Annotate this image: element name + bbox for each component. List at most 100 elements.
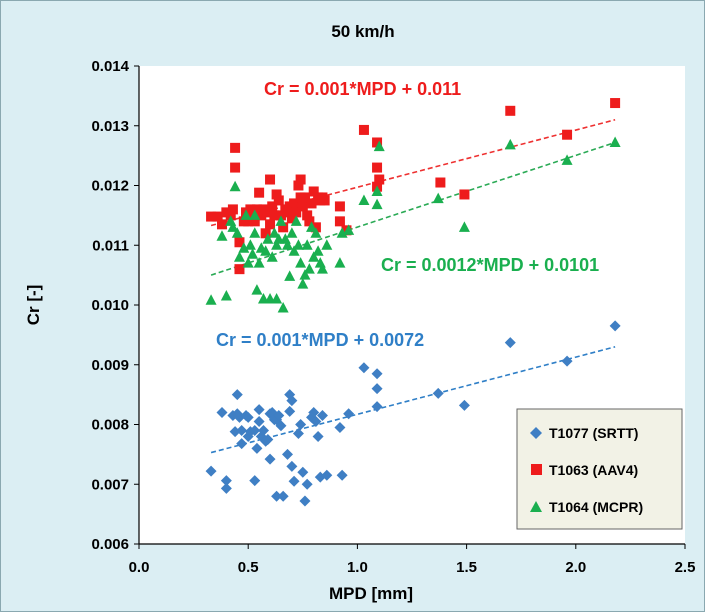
data-point-triangle [227, 221, 239, 232]
data-point-square [256, 210, 267, 221]
data-point-square [286, 213, 297, 224]
data-point-square [230, 162, 241, 173]
data-point-triangle [260, 245, 272, 256]
data-point-triangle [295, 257, 307, 268]
y-tick-label: 0.008 [91, 417, 129, 434]
data-point-square [265, 174, 276, 185]
data-point-triangle [231, 227, 243, 238]
data-point-diamond [253, 416, 265, 428]
data-point-square [249, 216, 260, 227]
data-point-square [291, 207, 302, 218]
data-point-diamond [312, 430, 324, 442]
y-tick-label: 0.009 [91, 357, 129, 374]
data-point-diamond [310, 416, 322, 428]
data-point-triangle [253, 257, 265, 268]
data-point-diamond [358, 362, 370, 374]
data-point-triangle [458, 221, 470, 232]
x-tick-label: 0.0 [129, 559, 150, 576]
legend-marker-square [531, 464, 542, 475]
data-point-diamond [371, 368, 383, 380]
data-point-triangle [205, 294, 217, 305]
data-point-square [282, 207, 293, 218]
data-point-diamond [371, 383, 383, 395]
x-tick-label: 2.5 [675, 559, 696, 576]
data-point-diamond [216, 407, 228, 419]
data-point-triangle [371, 185, 383, 196]
data-point-diamond [561, 355, 573, 367]
y-ticks: 0.006 0.007 0.008 0.009 0.010 0.011 0.012 0.013… [91, 58, 139, 553]
data-point-triangle [233, 251, 245, 262]
data-point-diamond [316, 410, 328, 422]
data-point-triangle [609, 136, 621, 147]
data-point-triangle [306, 221, 318, 232]
data-point-square [435, 177, 446, 188]
data-point-diamond [308, 407, 320, 419]
data-point-square [254, 187, 265, 198]
legend-label-t1063: T1063 (AAV4) [549, 462, 638, 478]
data-point-square [372, 137, 383, 148]
data-point-diamond [249, 475, 261, 487]
y-tick-label: 0.007 [91, 476, 129, 493]
data-point-square [262, 207, 273, 218]
data-point-square [230, 142, 241, 153]
data-point-square [358, 124, 369, 135]
data-point-square [610, 98, 621, 109]
legend-label-t1077: T1077 (SRTT) [549, 425, 638, 441]
data-point-square [243, 216, 254, 227]
legend-marker-diamond [530, 427, 542, 439]
data-point-square [295, 174, 306, 185]
data-point-square [245, 204, 256, 215]
y-tick-label: 0.012 [91, 178, 129, 195]
data-point-triangle [268, 227, 280, 238]
legend-box [516, 408, 683, 530]
data-point-triangle [316, 263, 328, 274]
data-point-square [216, 219, 227, 230]
data-point-triangle [321, 239, 333, 250]
data-point-diamond [249, 424, 261, 436]
data-point-triangle [312, 245, 324, 256]
data-point-diamond [282, 448, 294, 460]
series-2 [205, 136, 621, 313]
y-axis-label: Cr [-] [24, 285, 43, 326]
data-point-square [297, 201, 308, 212]
x-tick-label: 1.5 [456, 559, 477, 576]
equation-t1077: Cr = 0.001*MPD + 0.0072 [216, 330, 424, 350]
data-point-triangle [277, 301, 289, 313]
data-point-square [265, 219, 276, 230]
data-points [205, 98, 621, 507]
data-point-triangle [275, 215, 287, 226]
data-point-square [334, 201, 345, 212]
data-point-diamond [343, 408, 355, 420]
trendline-0 [210, 346, 616, 454]
data-point-triangle [308, 251, 320, 262]
data-point-triangle [271, 239, 283, 250]
data-point-diamond [286, 460, 298, 472]
data-point-diamond [458, 399, 470, 411]
data-point-triangle [216, 230, 228, 241]
legend-marker-triangle [530, 501, 542, 512]
data-point-diamond [205, 465, 217, 477]
legend-label-t1064: T1064 (MCPR) [549, 499, 643, 515]
trendline-2 [210, 141, 616, 276]
legend-item-t1064: T1064 (MCPR) [530, 499, 643, 515]
data-point-diamond [236, 438, 248, 450]
data-point-triangle [240, 209, 252, 220]
data-point-triangle [238, 242, 250, 253]
data-point-square [234, 237, 245, 248]
data-point-diamond [292, 427, 304, 439]
data-point-triangle [249, 209, 261, 220]
y-tick-label: 0.010 [91, 297, 129, 314]
data-point-triangle [373, 140, 385, 152]
data-point-diamond [262, 433, 274, 445]
data-point-square [271, 189, 282, 200]
data-point-square [251, 204, 262, 215]
data-point-square [227, 204, 238, 215]
y-tick-label: 0.011 [92, 237, 129, 254]
data-point-square [459, 189, 470, 200]
data-point-diamond [251, 442, 263, 454]
data-point-square [289, 198, 300, 209]
y-tick-label: 0.013 [91, 118, 129, 135]
data-point-diamond [284, 405, 296, 417]
data-point-diamond [286, 395, 298, 407]
data-point-triangle [504, 138, 516, 150]
